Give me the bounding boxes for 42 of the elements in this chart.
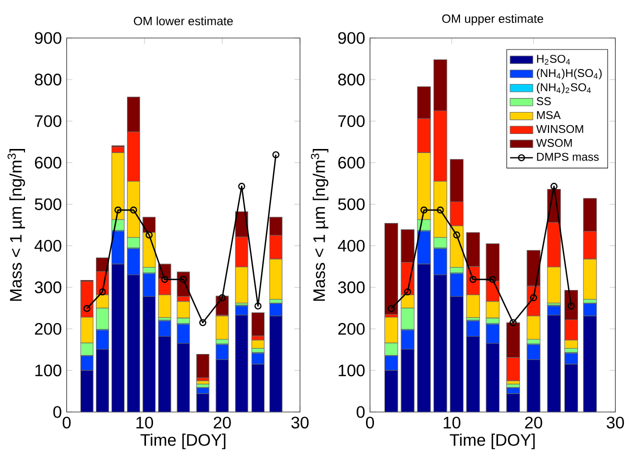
legend-label: (NH$_{4}$)$_{2}$SO$_{4}$ xyxy=(536,82,591,94)
y-tick-label: 300 xyxy=(34,281,62,294)
legend-label: SS xyxy=(536,97,551,106)
y-tick-label: 700 xyxy=(338,115,365,128)
y-tick-label: 800 xyxy=(34,74,62,86)
y-tick-label: 0 xyxy=(53,406,62,418)
legend-label: WINSOM xyxy=(536,124,584,133)
y-tick-label: 700 xyxy=(35,115,62,128)
x-tick-label: 10 xyxy=(444,416,460,428)
x-tick-label: 0 xyxy=(62,416,71,428)
y-tick-label: 500 xyxy=(34,198,62,210)
y-tick-label: 0 xyxy=(356,406,365,418)
y-axis-title: Mass < 1 µm [ng/m$^{3}$] xyxy=(310,149,328,301)
x-tick-label: 30 xyxy=(291,416,309,428)
legend-label: DMPS mass xyxy=(537,152,599,161)
y-tick-label: 400 xyxy=(34,240,62,252)
y-tick-label: 900 xyxy=(338,32,365,44)
y-tick-label: 800 xyxy=(338,74,365,86)
legend-label: WSOM xyxy=(536,138,572,147)
x-axis-title: Time [DOY] xyxy=(450,434,535,450)
y-tick-label: 600 xyxy=(34,156,62,169)
legend-label: MSA xyxy=(537,111,561,120)
y-tick-label: 100 xyxy=(35,364,62,376)
x-tick-label: 0 xyxy=(366,416,374,428)
y-tick-label: 600 xyxy=(338,156,365,169)
y-tick-label: 200 xyxy=(34,322,62,335)
chart-title: OM lower estimate xyxy=(134,16,233,26)
y-tick-label: 500 xyxy=(338,198,365,210)
x-tick-label: 20 xyxy=(214,416,231,428)
y-tick-label: 900 xyxy=(34,32,62,44)
x-tick-label: 30 xyxy=(606,416,624,428)
y-tick-label: 300 xyxy=(338,281,365,294)
x-axis-title: Time [DOY] xyxy=(140,434,226,450)
x-tick-label: 10 xyxy=(136,416,154,428)
legend-label: (NH$_{4}$)H(SO$_{4}$) xyxy=(536,68,602,80)
legend-label: H$_{2}$SO$_{4}$ xyxy=(537,54,570,65)
y-axis-title: Mass < 1 µm [ng/m$^{3}$] xyxy=(8,149,25,301)
y-tick-label: 200 xyxy=(338,322,365,335)
y-tick-label: 400 xyxy=(338,240,365,252)
y-tick-label: 100 xyxy=(338,364,365,376)
chart-title: OM upper estimate xyxy=(442,14,544,26)
x-tick-label: 20 xyxy=(525,416,542,428)
